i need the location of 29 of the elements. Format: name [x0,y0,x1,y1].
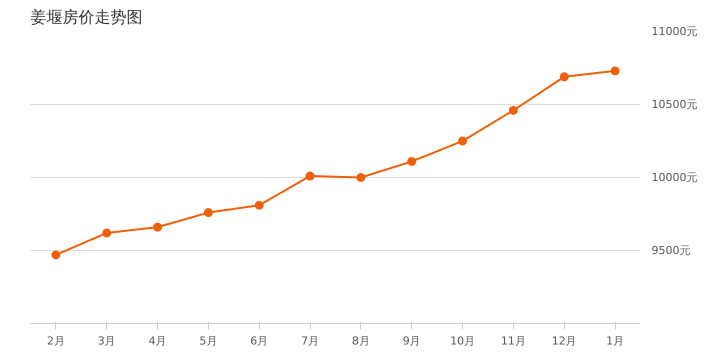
point [254,200,264,210]
y-tick-label: 9500元 [652,244,690,257]
x-tick-label: 12月 [552,334,577,348]
point [204,208,213,218]
x-tick-label: 6月 [250,334,268,348]
point [306,172,315,181]
point [407,156,416,166]
point [508,106,518,115]
x-tick-label: 9月 [402,334,421,348]
x-tick-label: 4月 [148,334,167,348]
x-tick-label: 2月 [46,334,65,348]
y-tick-label: 11000元 [652,25,698,38]
chart-title: 姜堰房价走势图 [30,8,142,26]
y-tick-label: 10500元 [652,98,698,111]
x-tick-label: 5月 [199,334,218,348]
point [51,250,60,260]
x-tick-label: 3月 [98,334,116,348]
x-tick-label: 1月 [606,334,624,348]
x-tick-label: 10月 [450,334,476,348]
point [610,66,620,76]
x-tick-label: 11月 [500,334,526,348]
x-tick-label: 7月 [301,334,320,348]
point [153,222,162,232]
x-tick-label: 8月 [352,334,370,348]
y-tick-label: 10000元 [652,171,698,184]
point [560,72,569,82]
point [458,136,468,146]
point [356,173,366,182]
point [102,228,112,238]
